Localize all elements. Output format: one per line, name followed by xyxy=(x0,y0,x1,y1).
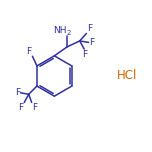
Text: F: F xyxy=(82,50,87,59)
Text: F: F xyxy=(18,103,24,112)
Text: F: F xyxy=(87,24,92,33)
Text: F: F xyxy=(32,103,37,112)
Text: HCl: HCl xyxy=(117,69,137,83)
Text: F: F xyxy=(15,88,20,97)
Text: F: F xyxy=(89,38,95,47)
Text: 2: 2 xyxy=(67,30,71,36)
Text: F: F xyxy=(27,47,32,56)
Text: NH: NH xyxy=(53,26,66,35)
